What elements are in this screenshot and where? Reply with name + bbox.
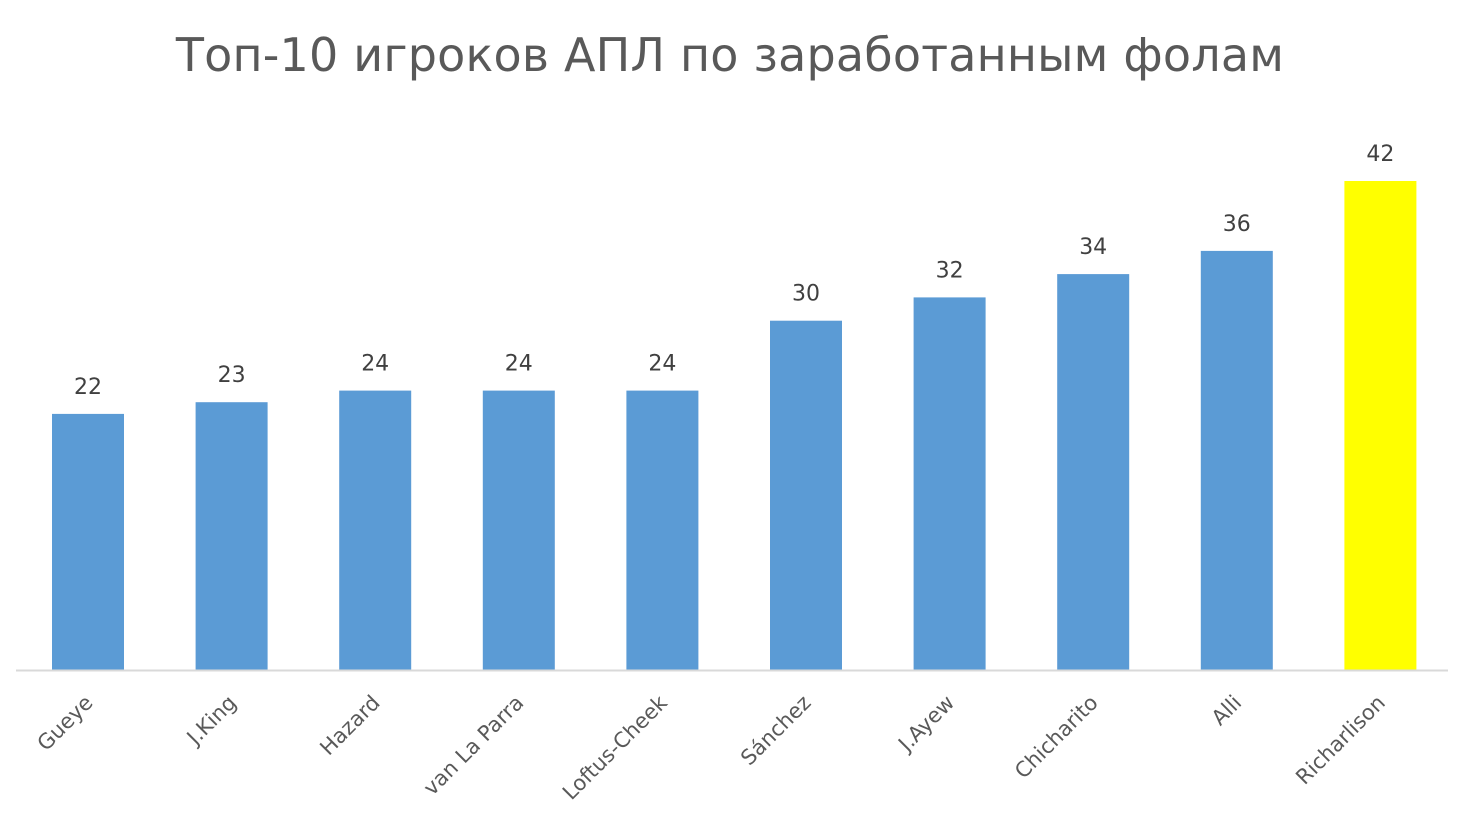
bar-chicharito (1057, 274, 1130, 670)
data-label: 22 (74, 375, 102, 400)
x-tick-label: Gueye (33, 691, 98, 756)
data-label: 23 (218, 363, 246, 388)
bar-j-king (195, 402, 268, 670)
data-label: 24 (648, 352, 676, 377)
data-label: 42 (1366, 142, 1394, 167)
data-label: 32 (936, 258, 964, 283)
bar-alli (1200, 250, 1273, 670)
x-tick-label: Sánchez (736, 691, 815, 770)
data-label: 24 (505, 352, 533, 377)
bar-gueye (52, 413, 124, 670)
x-tick-label: Richarlison (1291, 691, 1390, 790)
bar-van-la-parra (482, 390, 555, 670)
bar-richarlison (1344, 181, 1417, 670)
x-tick-label: Hazard (315, 691, 384, 760)
data-label: 34 (1079, 235, 1107, 260)
data-label: 36 (1223, 212, 1251, 237)
bar-s-nchez (770, 320, 842, 670)
x-tick-label: Chicharito (1010, 691, 1103, 784)
x-tick-label: Alli (1207, 691, 1247, 731)
bar-loftus-cheek (626, 390, 699, 670)
chart-title: Топ-10 игроков АПЛ по заработанным фолам (175, 28, 1285, 82)
bar-j-ayew (913, 297, 986, 670)
x-tick-label: J.King (181, 691, 241, 751)
data-label: 30 (792, 282, 820, 307)
data-label: 24 (361, 352, 389, 377)
x-tick-label: van La Parra (419, 691, 529, 801)
bar-hazard (339, 390, 412, 670)
x-tick-label: J.Ayew (892, 691, 959, 758)
x-tick-label: Loftus-Cheek (558, 690, 673, 805)
